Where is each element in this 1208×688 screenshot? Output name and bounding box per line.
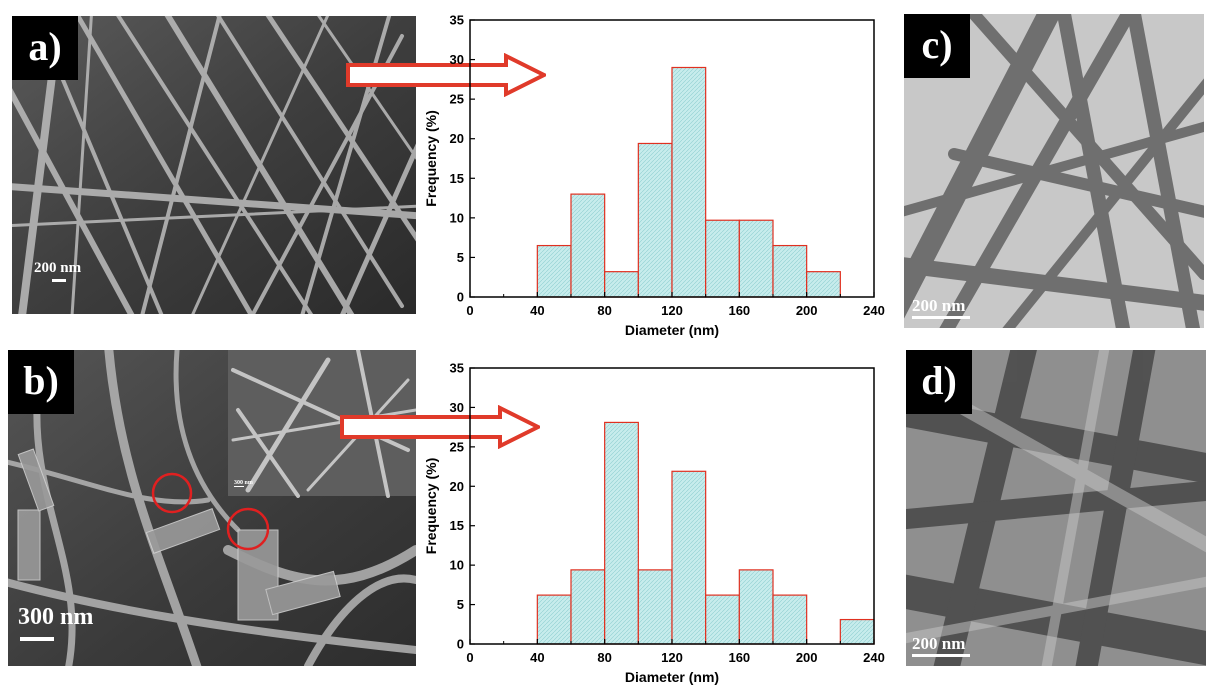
scale-bar-d: 200 nm — [912, 634, 970, 657]
x-tick-label: 200 — [796, 650, 818, 665]
histogram-bar — [536, 594, 572, 645]
scale-bar-a: 200 nm — [34, 260, 81, 282]
histogram-bar — [671, 66, 707, 298]
y-tick-label: 35 — [450, 361, 464, 376]
x-tick-label: 240 — [863, 650, 885, 665]
histogram-bar — [738, 219, 774, 298]
scale-bar-c-text: 200 nm — [912, 296, 966, 315]
x-tick-label: 80 — [597, 650, 611, 665]
y-tick-label: 0 — [457, 637, 464, 652]
tem-image-c: c) 200 nm — [904, 14, 1204, 328]
x-tick-label: 120 — [661, 303, 683, 318]
scale-bar-a-text: 200 nm — [34, 260, 82, 276]
histogram-bar — [637, 569, 673, 645]
histogram-b: 0 40 80 120 160 200 240 0 5 10 15 20 25 30 35 Diameter … — [418, 356, 888, 686]
x-tick-label: 40 — [530, 303, 544, 318]
scale-bar-c-line — [912, 316, 970, 319]
x-tick-label: 160 — [728, 303, 750, 318]
scale-bar-a-line — [52, 279, 66, 282]
y-tick-label: 10 — [450, 210, 464, 225]
x-tick-label: 0 — [466, 303, 473, 318]
scale-bar-b: 300 nm — [18, 604, 93, 641]
histogram-bar — [705, 219, 740, 298]
histogram-bar — [604, 421, 639, 645]
histogram-bar — [637, 142, 673, 298]
x-tick-label: 120 — [661, 650, 683, 665]
y-tick-label: 10 — [450, 558, 464, 573]
scale-bar-b-text: 300 nm — [18, 604, 94, 630]
panel-label-b: b) — [8, 350, 74, 414]
arrow-b — [340, 405, 540, 449]
inset-scale-bar-text: 300 nm — [234, 480, 253, 486]
scale-bar-b-line — [20, 637, 54, 641]
histogram-bar — [671, 470, 707, 645]
histogram-bar — [772, 594, 808, 645]
y-tick-label: 5 — [457, 250, 464, 265]
arrow-b-shape — [340, 405, 540, 449]
y-tick-label: 0 — [457, 290, 464, 305]
x-axis-title: Diameter (nm) — [625, 322, 719, 338]
histogram-bar — [839, 618, 875, 645]
inset-scale-bar-line — [234, 486, 244, 487]
sem-image-b: b) 300 nm 300 nm — [8, 350, 416, 666]
panel-label-c: c) — [904, 14, 970, 78]
y-axis-title: Frequency (%) — [423, 110, 439, 206]
x-axis-title: Diameter (nm) — [625, 669, 719, 685]
y-axis-title: Frequency (%) — [423, 458, 439, 554]
y-tick-label: 20 — [450, 131, 464, 146]
histogram-bar — [772, 244, 808, 298]
x-tick-label: 0 — [466, 650, 473, 665]
sem-image-b-graphic — [8, 350, 416, 666]
panel-label-d: d) — [906, 350, 972, 414]
histogram-bar — [536, 244, 572, 298]
y-tick-label: 35 — [450, 13, 464, 28]
histogram-a: 0 40 80 120 160 200 240 0 5 10 15 20 25 30 35 Diameter … — [418, 8, 888, 348]
scale-bar-c: 200 nm — [912, 296, 970, 319]
panel-label-a: a) — [12, 16, 78, 80]
x-tick-label: 160 — [728, 650, 750, 665]
y-tick-label: 30 — [450, 52, 464, 67]
x-tick-label: 40 — [530, 650, 544, 665]
histogram-bar — [570, 569, 606, 645]
y-tick-label: 25 — [450, 439, 464, 454]
scale-bar-d-line — [912, 654, 970, 657]
histogram-bar — [806, 271, 841, 298]
x-tick-label: 200 — [796, 303, 818, 318]
histogram-bar — [570, 193, 606, 298]
x-tick-label: 240 — [863, 303, 885, 318]
histogram-b-svg: 0 40 80 120 160 200 240 0 5 10 15 20 25 30 35 Diameter … — [423, 361, 885, 686]
y-tick-label: 30 — [450, 400, 464, 415]
histogram-bar — [604, 271, 639, 298]
tem-image-d: d) 200 nm — [906, 350, 1206, 666]
histogram-bar — [738, 569, 774, 645]
arrow-a — [346, 53, 546, 97]
y-tick-label: 20 — [450, 479, 464, 494]
x-tick-label: 80 — [597, 303, 611, 318]
arrow-a-shape — [346, 53, 546, 97]
histogram-a-svg: 0 40 80 120 160 200 240 0 5 10 15 20 25 30 35 Diameter … — [423, 13, 885, 339]
histogram-bar — [705, 594, 740, 645]
scale-bar-d-text: 200 nm — [912, 634, 966, 653]
y-tick-label: 15 — [450, 518, 464, 533]
y-tick-label: 25 — [450, 92, 464, 107]
inset-scale-bar: 300 nm — [234, 480, 253, 487]
y-tick-label: 15 — [450, 171, 464, 186]
y-tick-label: 5 — [457, 597, 464, 612]
